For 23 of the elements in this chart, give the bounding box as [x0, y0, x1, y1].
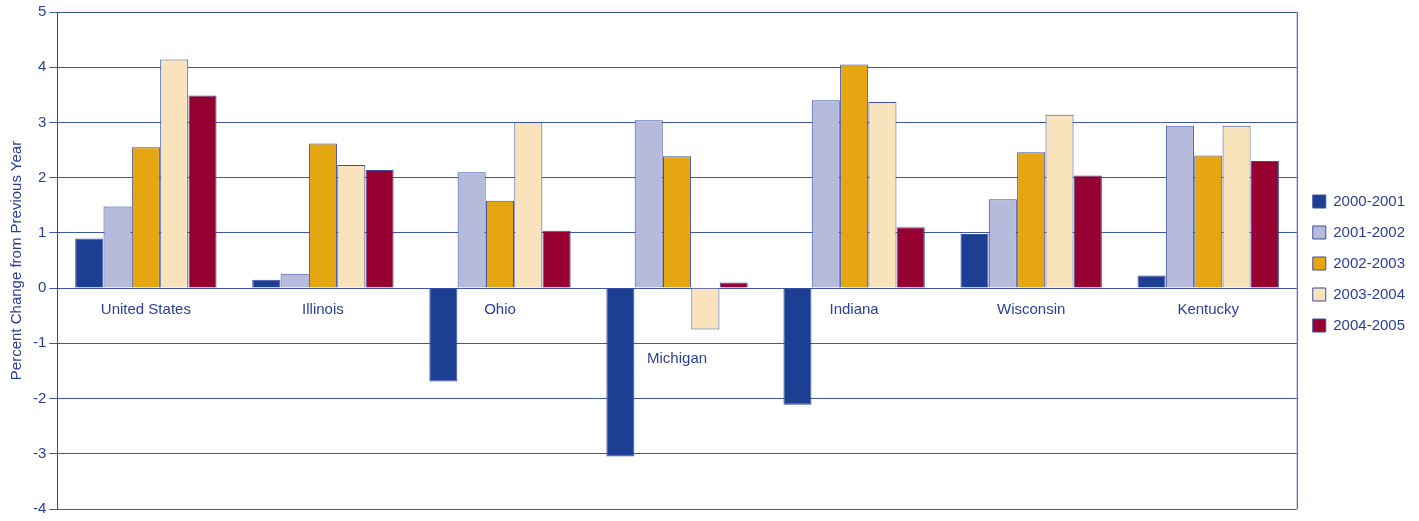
x-tick-label: Indiana	[829, 299, 880, 317]
y-tick-label: 5	[37, 2, 47, 20]
x-tick-label: Wisconsin	[996, 299, 1066, 317]
y-tick-label: -4	[32, 499, 47, 517]
legend-label: 2003-2004	[1333, 284, 1405, 302]
y-tick-label: 4	[37, 57, 47, 75]
y-axis-title: Percent Change from Previous Year	[7, 140, 25, 381]
x-tick-label: Ohio	[484, 299, 516, 317]
y-tick-label: -1	[32, 333, 47, 351]
x-tick-label: Michigan	[647, 349, 708, 367]
legend-label: 2000-2001	[1333, 191, 1405, 209]
x-tick-label: Kentucky	[1177, 299, 1240, 317]
legend-label: 2002-2003	[1333, 253, 1405, 271]
y-tick-label: -3	[32, 443, 47, 461]
y-tick-label: -2	[32, 388, 47, 406]
x-tick-label: Illinois	[302, 299, 344, 317]
y-tick-label: 1	[37, 223, 47, 241]
legend-label: 2001-2002	[1333, 222, 1405, 240]
legend-label: 2004-2005	[1333, 315, 1405, 333]
y-tick-label: 2	[37, 167, 47, 185]
y-tick-label: 0	[37, 278, 47, 296]
y-tick-label: 3	[37, 112, 47, 130]
x-tick-label: United States	[100, 299, 191, 317]
